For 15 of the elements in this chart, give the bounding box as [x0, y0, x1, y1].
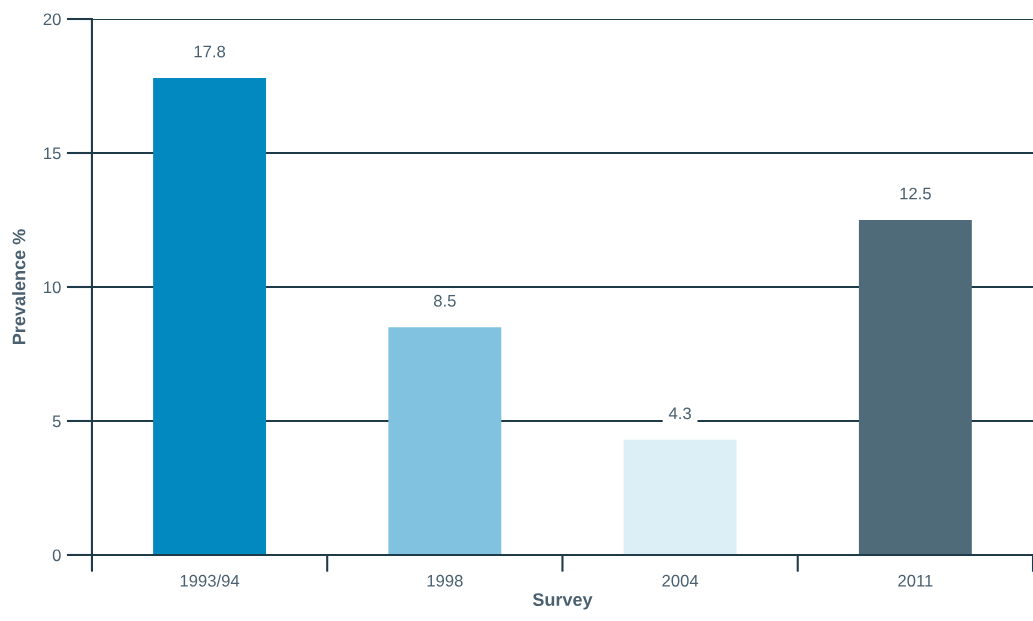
- y-tick-label: 15: [44, 147, 61, 160]
- y-axis-title: Prevalence %: [12, 229, 26, 344]
- y-tick-label: 0: [52, 549, 61, 562]
- data-label: 12.5: [900, 187, 931, 200]
- x-axis-title: Survey: [532, 593, 593, 610]
- y-tick-label: 10: [44, 281, 61, 294]
- x-tick-label: 1993/94: [180, 574, 240, 587]
- data-label: 8.5: [433, 294, 456, 307]
- x-tick-label: 2011: [898, 574, 933, 587]
- data-label: 4.3: [668, 407, 691, 420]
- y-tick-label: 20: [43, 13, 61, 26]
- y-tick-label: 5: [52, 415, 61, 428]
- x-tick-label: 1998: [427, 574, 463, 587]
- data-label: 17.8: [194, 45, 226, 58]
- x-tick-label: 2004: [662, 574, 699, 587]
